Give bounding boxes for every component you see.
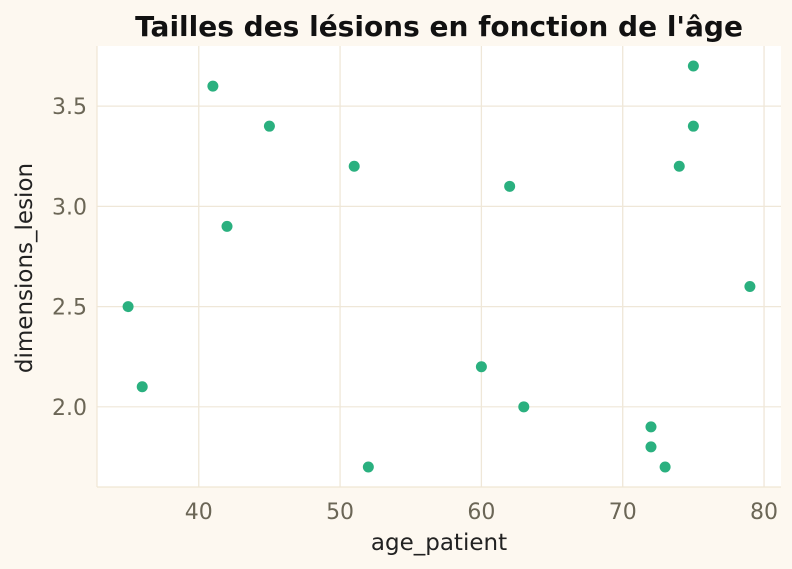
- data-point: [362, 461, 374, 473]
- data-point: [744, 281, 756, 293]
- x-tick-label: 80: [750, 500, 778, 525]
- data-point: [122, 301, 134, 313]
- data-point: [659, 461, 671, 473]
- data-point: [207, 80, 219, 92]
- data-point: [645, 441, 657, 453]
- axis-lines: [96, 46, 781, 488]
- data-point: [673, 160, 685, 172]
- x-tick-label: 40: [185, 500, 213, 525]
- data-point: [348, 160, 360, 172]
- data-point: [263, 120, 275, 132]
- x-tick-label: 70: [609, 500, 637, 525]
- data-point: [475, 361, 487, 373]
- y-tick-label: 2.0: [52, 396, 87, 421]
- data-point: [221, 220, 233, 232]
- data-point: [687, 120, 699, 132]
- tick-labels: 40 50 60 70 80 2.0 2.5 3.0 3.5: [52, 95, 778, 525]
- data-point: [504, 180, 516, 192]
- y-axis-label: dimensions_lesion: [12, 163, 38, 373]
- data-points: [122, 60, 756, 473]
- data-point: [518, 401, 530, 413]
- plot-area: [97, 46, 781, 487]
- y-tick-label: 3.5: [52, 95, 87, 120]
- grid-lines: [97, 46, 781, 487]
- data-point: [687, 60, 699, 72]
- chart-title: Tailles des lésions en fonction de l'âge: [135, 10, 743, 43]
- data-point: [136, 381, 148, 393]
- x-tick-label: 50: [326, 500, 354, 525]
- y-tick-label: 3.0: [52, 195, 87, 220]
- x-tick-label: 60: [467, 500, 495, 525]
- data-point: [645, 421, 657, 433]
- x-axis-label: age_patient: [371, 530, 507, 556]
- y-tick-label: 2.5: [52, 296, 87, 321]
